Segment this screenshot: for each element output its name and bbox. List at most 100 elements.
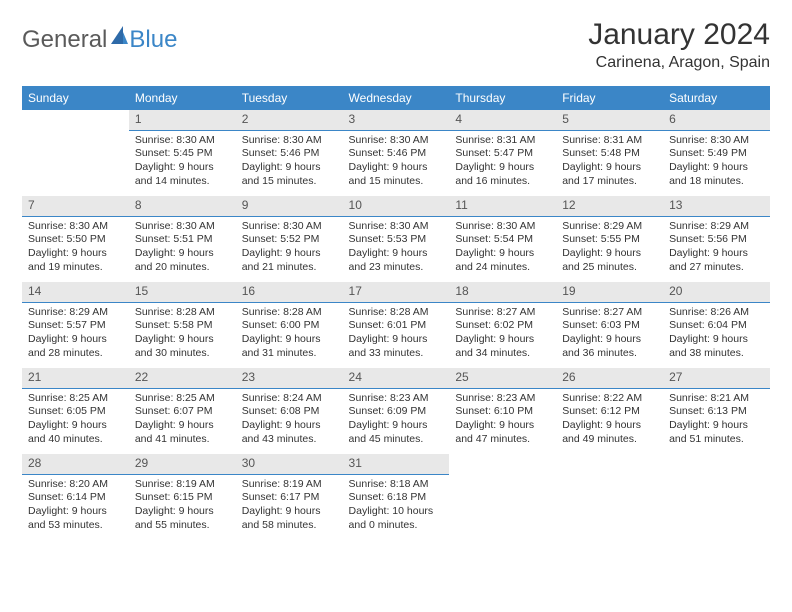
weekday-header: Friday	[556, 86, 663, 110]
sunrise-line: Sunrise: 8:28 AM	[135, 306, 230, 320]
sunrise-line: Sunrise: 8:29 AM	[28, 306, 123, 320]
daylight-line: Daylight: 9 hours and 55 minutes.	[135, 505, 230, 532]
sunset-line: Sunset: 6:10 PM	[455, 405, 550, 419]
day-number: 20	[663, 282, 770, 303]
sunrise-line: Sunrise: 8:19 AM	[135, 478, 230, 492]
sunset-line: Sunset: 6:14 PM	[28, 491, 123, 505]
day-body: Sunrise: 8:30 AMSunset: 5:54 PMDaylight:…	[449, 217, 556, 277]
calendar-empty-cell	[22, 110, 129, 196]
day-number: 4	[449, 110, 556, 131]
sunset-line: Sunset: 6:04 PM	[669, 319, 764, 333]
calendar-day-cell: 8Sunrise: 8:30 AMSunset: 5:51 PMDaylight…	[129, 196, 236, 282]
sunrise-line: Sunrise: 8:27 AM	[562, 306, 657, 320]
sunset-line: Sunset: 5:58 PM	[135, 319, 230, 333]
calendar-day-cell: 28Sunrise: 8:20 AMSunset: 6:14 PMDayligh…	[22, 454, 129, 540]
sunset-line: Sunset: 5:46 PM	[349, 147, 444, 161]
calendar-day-cell: 17Sunrise: 8:28 AMSunset: 6:01 PMDayligh…	[343, 282, 450, 368]
calendar-body: 1Sunrise: 8:30 AMSunset: 5:45 PMDaylight…	[22, 110, 770, 540]
daylight-line: Daylight: 9 hours and 20 minutes.	[135, 247, 230, 274]
day-number: 1	[129, 110, 236, 131]
sunset-line: Sunset: 5:48 PM	[562, 147, 657, 161]
calendar-day-cell: 20Sunrise: 8:26 AMSunset: 6:04 PMDayligh…	[663, 282, 770, 368]
day-number: 7	[22, 196, 129, 217]
daylight-line: Daylight: 9 hours and 41 minutes.	[135, 419, 230, 446]
sunrise-line: Sunrise: 8:21 AM	[669, 392, 764, 406]
page-title: January 2024	[588, 18, 770, 52]
sunrise-line: Sunrise: 8:19 AM	[242, 478, 337, 492]
day-body: Sunrise: 8:25 AMSunset: 6:07 PMDaylight:…	[129, 389, 236, 449]
daylight-line: Daylight: 9 hours and 33 minutes.	[349, 333, 444, 360]
calendar-day-cell: 7Sunrise: 8:30 AMSunset: 5:50 PMDaylight…	[22, 196, 129, 282]
day-body: Sunrise: 8:24 AMSunset: 6:08 PMDaylight:…	[236, 389, 343, 449]
calendar-day-cell: 19Sunrise: 8:27 AMSunset: 6:03 PMDayligh…	[556, 282, 663, 368]
day-body: Sunrise: 8:23 AMSunset: 6:09 PMDaylight:…	[343, 389, 450, 449]
sunrise-line: Sunrise: 8:31 AM	[455, 134, 550, 148]
sunrise-line: Sunrise: 8:27 AM	[455, 306, 550, 320]
calendar-week-row: 14Sunrise: 8:29 AMSunset: 5:57 PMDayligh…	[22, 282, 770, 368]
day-number: 23	[236, 368, 343, 389]
day-body: Sunrise: 8:30 AMSunset: 5:53 PMDaylight:…	[343, 217, 450, 277]
day-body: Sunrise: 8:26 AMSunset: 6:04 PMDaylight:…	[663, 303, 770, 363]
calendar-day-cell: 31Sunrise: 8:18 AMSunset: 6:18 PMDayligh…	[343, 454, 450, 540]
daylight-line: Daylight: 9 hours and 25 minutes.	[562, 247, 657, 274]
sunrise-line: Sunrise: 8:18 AM	[349, 478, 444, 492]
day-number: 13	[663, 196, 770, 217]
daylight-line: Daylight: 9 hours and 15 minutes.	[349, 161, 444, 188]
sunset-line: Sunset: 6:17 PM	[242, 491, 337, 505]
calendar-day-cell: 12Sunrise: 8:29 AMSunset: 5:55 PMDayligh…	[556, 196, 663, 282]
calendar-day-cell: 1Sunrise: 8:30 AMSunset: 5:45 PMDaylight…	[129, 110, 236, 196]
day-body: Sunrise: 8:30 AMSunset: 5:50 PMDaylight:…	[22, 217, 129, 277]
daylight-line: Daylight: 9 hours and 30 minutes.	[135, 333, 230, 360]
daylight-line: Daylight: 9 hours and 16 minutes.	[455, 161, 550, 188]
calendar-day-cell: 11Sunrise: 8:30 AMSunset: 5:54 PMDayligh…	[449, 196, 556, 282]
daylight-line: Daylight: 9 hours and 21 minutes.	[242, 247, 337, 274]
sunset-line: Sunset: 6:12 PM	[562, 405, 657, 419]
calendar-day-cell: 9Sunrise: 8:30 AMSunset: 5:52 PMDaylight…	[236, 196, 343, 282]
day-number: 19	[556, 282, 663, 303]
day-number: 12	[556, 196, 663, 217]
header: General Blue January 2024 Carinena, Arag…	[22, 18, 770, 72]
calendar-day-cell: 3Sunrise: 8:30 AMSunset: 5:46 PMDaylight…	[343, 110, 450, 196]
sunset-line: Sunset: 5:50 PM	[28, 233, 123, 247]
daylight-line: Daylight: 9 hours and 51 minutes.	[669, 419, 764, 446]
calendar-day-cell: 4Sunrise: 8:31 AMSunset: 5:47 PMDaylight…	[449, 110, 556, 196]
day-number: 2	[236, 110, 343, 131]
sunset-line: Sunset: 5:54 PM	[455, 233, 550, 247]
sunrise-line: Sunrise: 8:20 AM	[28, 478, 123, 492]
calendar-day-cell: 2Sunrise: 8:30 AMSunset: 5:46 PMDaylight…	[236, 110, 343, 196]
sunset-line: Sunset: 5:53 PM	[349, 233, 444, 247]
calendar-day-cell: 6Sunrise: 8:30 AMSunset: 5:49 PMDaylight…	[663, 110, 770, 196]
calendar-day-cell: 5Sunrise: 8:31 AMSunset: 5:48 PMDaylight…	[556, 110, 663, 196]
daylight-line: Daylight: 9 hours and 28 minutes.	[28, 333, 123, 360]
day-number: 18	[449, 282, 556, 303]
daylight-line: Daylight: 9 hours and 23 minutes.	[349, 247, 444, 274]
daylight-line: Daylight: 9 hours and 18 minutes.	[669, 161, 764, 188]
calendar-day-cell: 25Sunrise: 8:23 AMSunset: 6:10 PMDayligh…	[449, 368, 556, 454]
sunrise-line: Sunrise: 8:24 AM	[242, 392, 337, 406]
title-block: January 2024 Carinena, Aragon, Spain	[588, 18, 770, 72]
daylight-line: Daylight: 9 hours and 53 minutes.	[28, 505, 123, 532]
day-body: Sunrise: 8:28 AMSunset: 6:01 PMDaylight:…	[343, 303, 450, 363]
sunrise-line: Sunrise: 8:26 AM	[669, 306, 764, 320]
day-body: Sunrise: 8:23 AMSunset: 6:10 PMDaylight:…	[449, 389, 556, 449]
day-number: 25	[449, 368, 556, 389]
sunrise-line: Sunrise: 8:31 AM	[562, 134, 657, 148]
calendar-day-cell: 26Sunrise: 8:22 AMSunset: 6:12 PMDayligh…	[556, 368, 663, 454]
calendar-week-row: 21Sunrise: 8:25 AMSunset: 6:05 PMDayligh…	[22, 368, 770, 454]
calendar-day-cell: 18Sunrise: 8:27 AMSunset: 6:02 PMDayligh…	[449, 282, 556, 368]
day-body: Sunrise: 8:27 AMSunset: 6:02 PMDaylight:…	[449, 303, 556, 363]
sunrise-line: Sunrise: 8:29 AM	[562, 220, 657, 234]
day-number: 8	[129, 196, 236, 217]
sunrise-line: Sunrise: 8:28 AM	[349, 306, 444, 320]
day-body: Sunrise: 8:22 AMSunset: 6:12 PMDaylight:…	[556, 389, 663, 449]
daylight-line: Daylight: 9 hours and 17 minutes.	[562, 161, 657, 188]
daylight-line: Daylight: 9 hours and 27 minutes.	[669, 247, 764, 274]
sunrise-line: Sunrise: 8:30 AM	[349, 134, 444, 148]
day-body: Sunrise: 8:29 AMSunset: 5:57 PMDaylight:…	[22, 303, 129, 363]
daylight-line: Daylight: 9 hours and 15 minutes.	[242, 161, 337, 188]
calendar-day-cell: 16Sunrise: 8:28 AMSunset: 6:00 PMDayligh…	[236, 282, 343, 368]
daylight-line: Daylight: 9 hours and 19 minutes.	[28, 247, 123, 274]
day-number: 27	[663, 368, 770, 389]
day-number: 24	[343, 368, 450, 389]
daylight-line: Daylight: 9 hours and 24 minutes.	[455, 247, 550, 274]
